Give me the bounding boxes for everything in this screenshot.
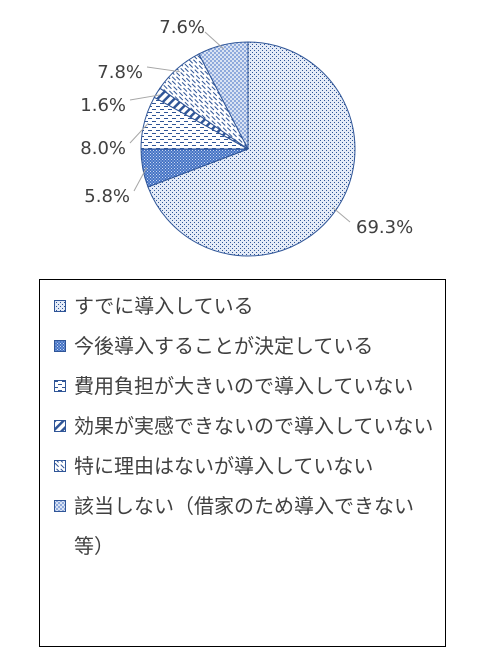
pie-data-labels: 69.3% 5.8% 8.0% 1.6% 7.8% 7.6% [80, 17, 413, 238]
legend-label-4: 効果が実感できないので導入していない [74, 414, 434, 438]
leader-line-5 [146, 66, 181, 73]
legend-entry-3: 費用負担が大きいので導入していない [54, 366, 437, 406]
chart-legend: すでに導入している今後導入することが決定している費用負担が大きいので導入していな… [39, 279, 446, 647]
legend-entry-2: 今後導入することが決定している [54, 326, 437, 366]
data-label-3: 8.0% [80, 138, 126, 159]
legend-swatch-5 [54, 460, 66, 472]
legend-label-2: 今後導入することが決定している [74, 334, 374, 358]
legend-label-3: 費用負担が大きいので導入していない [74, 374, 414, 398]
legend-entry-5: 特に理由はないが導入していない [54, 446, 437, 486]
pie-chart: 69.3% 5.8% 8.0% 1.6% 7.8% 7.6% [80, 17, 413, 257]
leader-line-6 [204, 31, 225, 50]
legend-swatch-2 [54, 340, 66, 352]
pie-slices [140, 41, 356, 257]
legend-entry-4: 効果が実感できないので導入していない [54, 406, 437, 446]
legend-swatch-1 [54, 300, 66, 312]
legend-label-1: すでに導入している [74, 294, 254, 318]
leader-line-3 [129, 122, 149, 144]
data-label-1: 69.3% [356, 217, 413, 238]
legend-label-6: 該当しない（借家のため導入できない等） [74, 494, 414, 558]
legend-swatch-6 [54, 500, 66, 512]
legend-entry-1: すでに導入している [54, 286, 437, 326]
pie-leader-lines [129, 31, 351, 223]
data-label-5: 7.8% [97, 62, 143, 83]
leader-line-2 [133, 167, 148, 192]
legend-label-5: 特に理由はないが導入していない [74, 454, 374, 478]
leader-line-1 [332, 207, 351, 223]
legend-swatch-4 [54, 420, 66, 432]
data-label-2: 5.8% [84, 186, 130, 207]
leader-line-4 [129, 94, 161, 101]
legend-entry-6: 該当しない（借家のため導入できない等） [54, 486, 437, 566]
data-label-6: 7.6% [159, 17, 205, 38]
legend-swatch-3 [54, 380, 66, 392]
pie-slice-6 [198, 41, 249, 150]
data-label-4: 1.6% [80, 95, 126, 116]
